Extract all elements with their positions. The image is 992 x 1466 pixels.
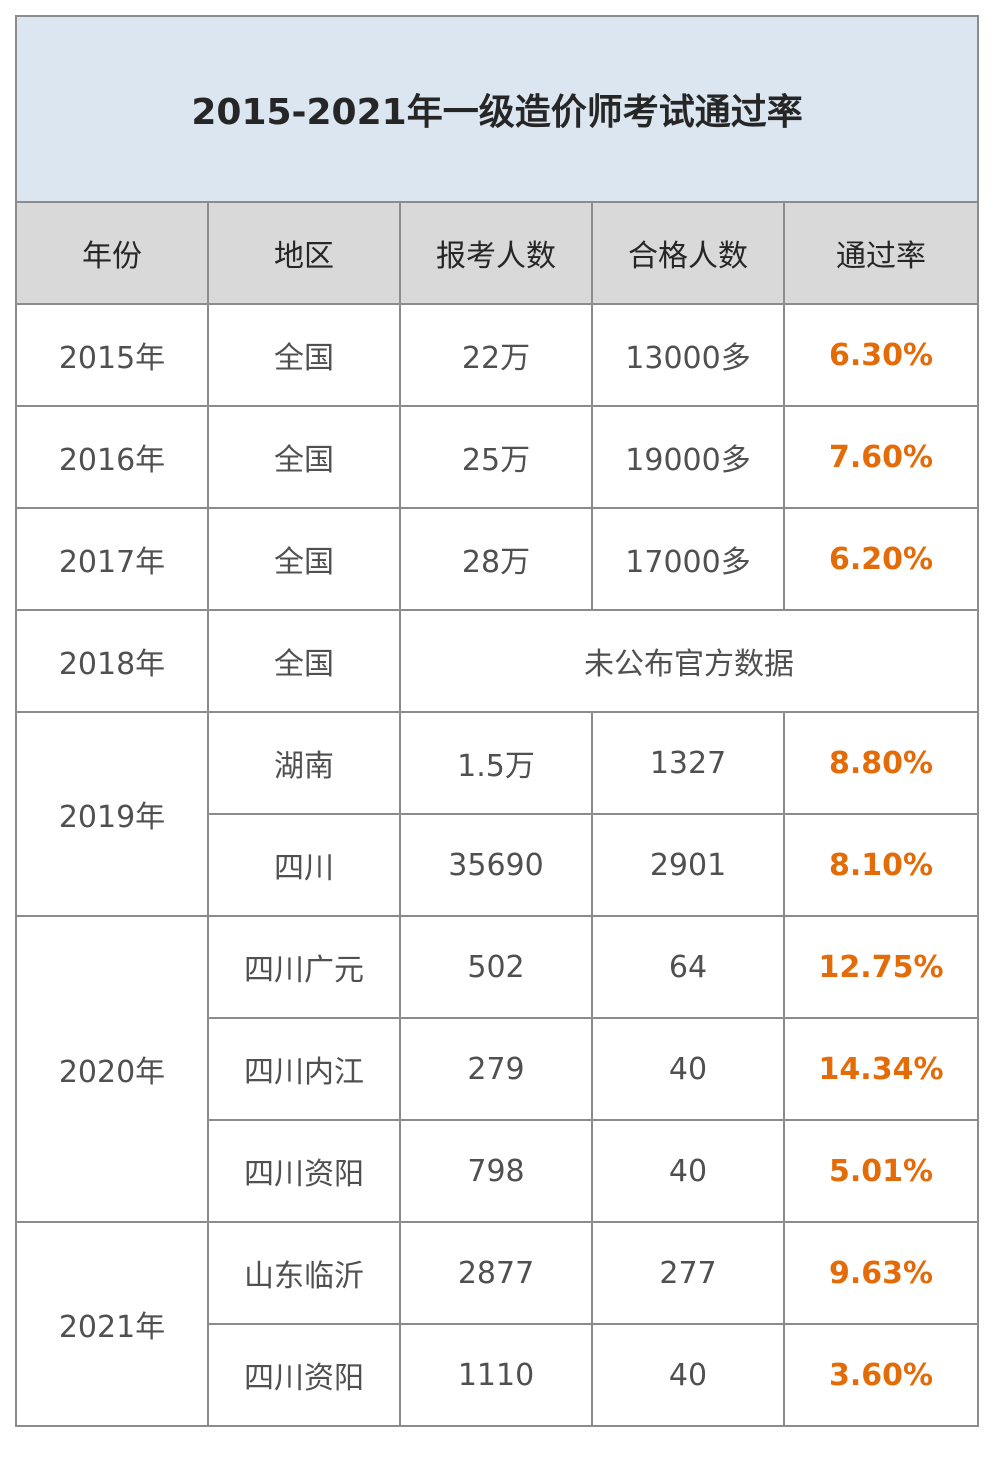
rate-cell: 3.60%: [782, 1323, 980, 1427]
header-applicants: 报考人数: [399, 201, 593, 305]
region-cell: 湖南: [207, 711, 401, 815]
header-rate: 通过率: [782, 201, 980, 305]
passed-cell: 40: [591, 1119, 785, 1223]
passed-cell: 13000多: [591, 303, 785, 407]
region-cell: 全国: [207, 507, 401, 611]
year-cell: 2018年: [15, 609, 209, 713]
year-cell: 2016年: [15, 405, 209, 509]
applicants-cell: 1110: [399, 1323, 593, 1427]
applicants-cell: 22万: [399, 303, 593, 407]
passed-cell: 1327: [591, 711, 785, 815]
table-container: 2015-2021年一级造价师考试通过率 年份 地区 报考人数 合格人数 通过率…: [14, 15, 980, 1427]
table-row: 2020年 四川广元 502 64 12.75%: [15, 915, 980, 1223]
applicants-cell: 25万: [399, 405, 593, 509]
rate-cell: 14.34%: [782, 1017, 980, 1121]
table-row: 四川资阳 1110 40 3.60%: [16, 1323, 980, 1427]
no-data-note: 未公布官方数据: [398, 609, 980, 713]
header-row: 年份 地区 报考人数 合格人数 通过率: [15, 201, 980, 305]
region-cell: 四川内江: [207, 1017, 401, 1121]
table-row: 2015年 全国 22万 13000多 6.30%: [15, 303, 980, 407]
applicants-cell: 35690: [399, 813, 593, 917]
year-cell: 2021年: [15, 1221, 209, 1427]
rate-cell: 8.80%: [782, 711, 980, 815]
rate-cell: 9.63%: [782, 1221, 980, 1325]
passed-cell: 17000多: [591, 507, 785, 611]
region-cell: 全国: [207, 609, 401, 713]
rate-cell: 8.10%: [782, 813, 980, 917]
region-cell: 全国: [207, 303, 401, 407]
rate-cell: 5.01%: [782, 1119, 980, 1223]
passed-cell: 64: [591, 915, 785, 1019]
year-cell: 2019年: [15, 711, 209, 917]
applicants-cell: 1.5万: [399, 711, 593, 815]
region-cell: 四川资阳: [207, 1323, 401, 1427]
header-year: 年份: [15, 201, 209, 305]
table-row: 2018年 全国 未公布官方数据: [15, 609, 980, 713]
table-row: 2017年 全国 28万 17000多 6.20%: [15, 507, 980, 611]
region-cell: 四川: [207, 813, 401, 917]
region-cell: 四川资阳: [207, 1119, 401, 1223]
applicants-cell: 28万: [399, 507, 593, 611]
region-cell: 全国: [207, 405, 401, 509]
region-cell: 山东临沂: [207, 1221, 401, 1325]
table-row: 2021年 山东临沂 2877 277 9.63%: [15, 1221, 980, 1427]
table-row: 2016年 全国 25万 19000多 7.60%: [15, 405, 980, 509]
year-cell: 2015年: [15, 303, 209, 407]
year-cell: 2017年: [15, 507, 209, 611]
applicants-cell: 798: [399, 1119, 593, 1223]
applicants-cell: 279: [399, 1017, 593, 1121]
applicants-cell: 502: [399, 915, 593, 1019]
passed-cell: 2901: [591, 813, 785, 917]
passed-cell: 40: [591, 1323, 785, 1427]
passed-cell: 40: [591, 1017, 785, 1121]
rate-cell: 6.30%: [782, 303, 980, 407]
rate-cell: 6.20%: [782, 507, 980, 611]
region-cell: 四川广元: [207, 915, 401, 1019]
header-region: 地区: [207, 201, 401, 305]
pass-rate-table: 2015-2021年一级造价师考试通过率 年份 地区 报考人数 合格人数 通过率…: [14, 15, 980, 1427]
table-row: 四川 35690 2901 8.10%: [16, 813, 980, 917]
rate-cell: 7.60%: [782, 405, 980, 509]
year-cell: 2020年: [15, 915, 209, 1223]
table-title: 2015-2021年一级造价师考试通过率: [14, 15, 980, 203]
passed-cell: 277: [591, 1221, 785, 1325]
table-row: 四川资阳 798 40 5.01%: [16, 1119, 980, 1223]
table-row: 2019年 湖南 1.5万 1327 8.80%: [15, 711, 980, 917]
rate-cell: 12.75%: [782, 915, 980, 1019]
header-passed: 合格人数: [591, 201, 785, 305]
applicants-cell: 2877: [399, 1221, 593, 1325]
passed-cell: 19000多: [591, 405, 785, 509]
table-row: 四川内江 279 40 14.34%: [16, 1017, 980, 1121]
